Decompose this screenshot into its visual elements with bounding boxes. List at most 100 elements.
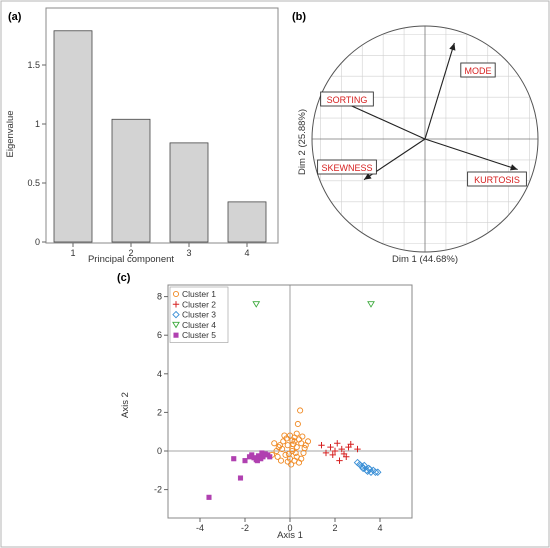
panel-b-label-box-kurtosis: [467, 171, 527, 187]
cluster-1-point: [293, 430, 300, 437]
cluster-5-point: [242, 458, 248, 464]
cluster-5-point: [267, 454, 273, 460]
panel-b-unit-circle: [311, 25, 539, 253]
panel-c-x-tick-label: 0: [287, 523, 292, 533]
legend-label-cluster-4: Cluster 4: [182, 320, 216, 330]
panel-c-x-tick-label: -4: [196, 523, 204, 533]
cluster-1-point: [299, 433, 306, 440]
panel-b-arrowhead-skewness: [363, 173, 372, 180]
panel-a-x-tick-label: 3: [186, 248, 191, 258]
panel-b-arrowhead-mode: [449, 42, 456, 51]
cluster-1-point: [284, 458, 291, 465]
panel-c-y-tick-label: 0: [157, 446, 162, 456]
panel-a-x-tick-label: 2: [128, 248, 133, 258]
legend-label-cluster-5: Cluster 5: [182, 330, 216, 340]
cluster-1-point: [291, 457, 298, 464]
cluster-1-point: [274, 453, 281, 460]
cluster-3-point: [358, 462, 366, 471]
cluster-1-point: [289, 437, 296, 444]
cluster-1-point: [298, 455, 305, 462]
panel-b-label-box-sorting: [320, 91, 374, 107]
cluster-2-point: [334, 440, 341, 447]
panel-a-label: (a): [8, 11, 22, 23]
panel-a-x-tick-label: 4: [244, 248, 249, 258]
panel-c-y-tick-label: 4: [157, 369, 162, 379]
legend-marker-cluster-4: [172, 321, 180, 329]
panel-b-label-box-mode: [460, 62, 496, 78]
cluster-2-point: [347, 441, 354, 448]
cluster-5-point: [237, 475, 244, 481]
cluster-2-point: [318, 442, 325, 449]
legend-marker-cluster-5: [173, 332, 179, 338]
panel-b-x-axis-label: Dim 1 (44.68%): [392, 254, 458, 265]
panel-a-bar-4: [227, 201, 267, 243]
legend-label-cluster-2: Cluster 2: [182, 299, 216, 309]
panel-b-label-box-skewness: [317, 159, 377, 175]
cluster-1-point: [292, 449, 299, 456]
panel-b-label-kurtosis: KURTOSIS: [474, 175, 520, 185]
panel-c-y-tick-label: 6: [157, 330, 162, 340]
cluster-1-point: [294, 420, 301, 428]
cluster-5-point: [206, 494, 212, 500]
panel-b-label-skewness: SKEWNESS: [321, 163, 372, 173]
cluster-5-point: [254, 458, 260, 464]
cluster-1-point: [271, 440, 278, 447]
panel-b-correlation-circle: (b) Dim 1 (44.68%) Dim 2 (25.88%) MODE SO…: [292, 11, 539, 265]
cluster-2-point: [331, 447, 339, 455]
panel-c-x-tick-label: 4: [377, 523, 382, 533]
panel-c-y-axis-label: Axis 2: [120, 392, 131, 418]
cluster-1-point: [273, 447, 280, 455]
cluster-3-point: [374, 468, 382, 476]
legend-marker-cluster-2: [172, 301, 180, 308]
panel-a-bar-2: [111, 118, 151, 243]
cluster-1-point: [277, 457, 285, 464]
cluster-4-point: [367, 301, 375, 308]
panel-c-y-tick-label: 8: [157, 292, 162, 302]
cluster-1-point: [290, 441, 297, 448]
cluster-3-point: [369, 466, 377, 475]
panel-b-arrow-mode: [424, 42, 455, 140]
panel-c-x-tick-label: -2: [241, 523, 249, 533]
panel-b-label: (b): [292, 11, 306, 23]
panel-a-scree-plot: (a) Principal component Eigenvalue 0 0.5 1…: [5, 7, 279, 265]
cluster-5-point: [249, 452, 255, 458]
cluster-2-point: [354, 445, 361, 453]
legend-marker-cluster-1: [172, 290, 180, 298]
cluster-2-point: [336, 457, 343, 464]
legend-label-cluster-3: Cluster 3: [182, 310, 216, 320]
panel-a-y-axis-label: Eigenvalue: [5, 110, 16, 157]
panel-b-label-mode: MODE: [465, 66, 492, 76]
panel-c-cluster-scatter: (c) Axis 1 Axis 2 -4 -2 0 2 4 -2 0 2 4 6 8 Cluster…: [117, 272, 413, 541]
cluster-1-point: [276, 442, 283, 449]
cluster-4-point: [252, 301, 261, 308]
legend-marker-cluster-3: [172, 310, 180, 319]
cluster-1-point: [301, 445, 308, 452]
cluster-1-point: [284, 442, 291, 449]
cluster-2-point: [338, 445, 345, 453]
panel-b-label-sorting: SORTING: [327, 95, 368, 105]
panel-a-y-tick-label: 1: [35, 119, 40, 129]
cluster-1-point: [304, 438, 312, 445]
cluster-2-point: [327, 443, 334, 451]
panel-a-y-tick-label: 1.5: [27, 60, 40, 70]
panel-a-y-tick-label: 0: [35, 237, 40, 247]
panel-b-arrow-kurtosis: [424, 138, 518, 171]
panel-a-bar-3: [169, 142, 209, 243]
cluster-2-point: [322, 449, 330, 457]
panel-a-y-tick-label: 0.5: [27, 178, 40, 188]
cluster-5-point: [259, 450, 265, 456]
cluster-1-point: [281, 432, 288, 439]
legend-label-cluster-1: Cluster 1: [182, 289, 216, 299]
panel-a-bar-1: [53, 30, 93, 243]
panel-a-x-axis-label: Principal component: [88, 254, 174, 265]
panel-c-y-tick-label: -2: [154, 485, 162, 495]
cluster-1-point: [297, 407, 304, 414]
cluster-3-point: [356, 460, 364, 469]
cluster-2-point: [329, 451, 336, 459]
cluster-3-point: [363, 467, 372, 476]
panel-c-legend-box: [169, 286, 229, 343]
cluster-1-point: [282, 451, 289, 458]
cluster-5-point: [231, 456, 237, 462]
